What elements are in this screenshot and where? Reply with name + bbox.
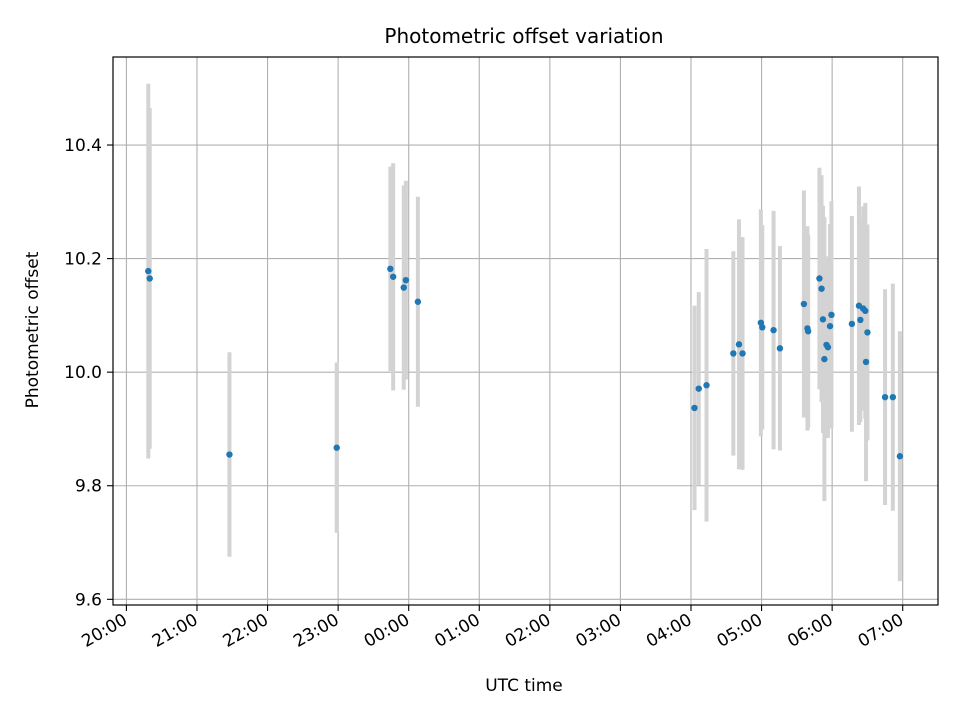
- data-point: [146, 275, 153, 282]
- y-tick-label: 10.0: [64, 363, 102, 383]
- data-point: [703, 382, 710, 389]
- y-tick-label: 10.2: [64, 250, 102, 270]
- data-point: [776, 345, 784, 352]
- data-point: [691, 404, 698, 412]
- data-point: [824, 343, 832, 351]
- data-point: [857, 316, 864, 324]
- data-point: [730, 350, 737, 357]
- y-axis-label: Photometric offset: [23, 251, 43, 408]
- chart-title: Photometric offset variation: [384, 24, 663, 48]
- grid: [113, 57, 938, 605]
- data-point: [848, 320, 856, 328]
- data-point: [828, 311, 835, 319]
- data-point: [896, 453, 904, 460]
- data-point: [816, 275, 823, 282]
- data-point: [862, 358, 870, 366]
- data-point: [389, 273, 397, 280]
- plot-frame: [112, 56, 939, 606]
- data-point: [804, 328, 812, 335]
- data-point: [864, 329, 871, 336]
- data-point: [400, 284, 407, 291]
- data-point: [826, 322, 834, 330]
- data-point: [695, 385, 702, 392]
- y-tick-label: 10.4: [64, 136, 102, 156]
- data-point: [226, 451, 233, 458]
- data-point: [759, 324, 766, 331]
- y-axis-ticks: 9.6 9.8 10.0 10.2 10.4: [64, 136, 113, 610]
- data-point: [889, 393, 897, 401]
- data-point: [862, 307, 869, 315]
- data-point: [821, 355, 828, 363]
- data-point: [735, 341, 743, 348]
- data-point: [800, 300, 808, 308]
- data-point: [333, 444, 340, 451]
- data-point: [818, 285, 825, 292]
- data-point: [402, 276, 410, 284]
- y-tick-label: 9.6: [75, 590, 102, 610]
- data-point: [739, 350, 746, 357]
- data-point: [414, 298, 422, 305]
- data-point: [145, 267, 152, 275]
- data-point: [819, 316, 827, 323]
- data-point: [770, 326, 777, 334]
- data-point: [387, 265, 394, 273]
- data-point: [881, 393, 889, 401]
- data-points: [145, 265, 904, 460]
- y-tick-label: 9.8: [75, 477, 102, 497]
- x-axis-label: UTC time: [485, 676, 563, 696]
